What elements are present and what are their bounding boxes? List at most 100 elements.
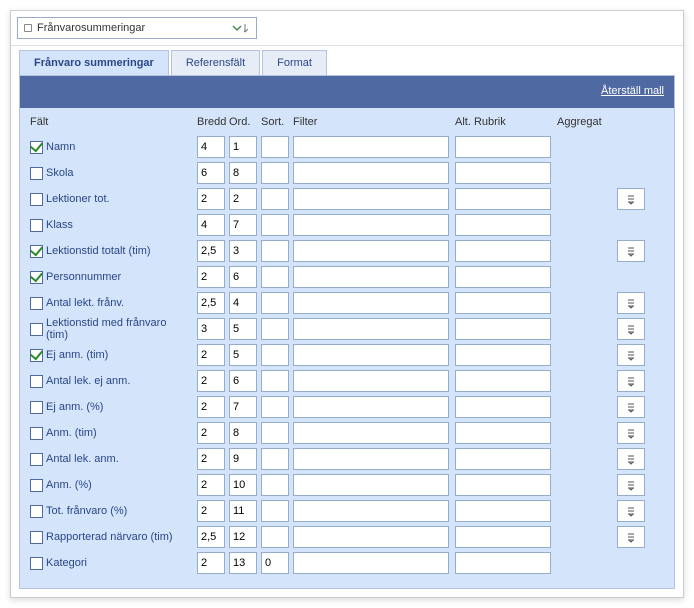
field-checkbox[interactable] [30, 505, 43, 518]
filter-input[interactable] [293, 552, 449, 574]
reset-template-link[interactable]: Återställ mall [601, 85, 664, 98]
alt-rubrik-input[interactable] [455, 448, 551, 470]
bredd-input[interactable] [197, 552, 225, 574]
ord-input[interactable] [229, 292, 257, 314]
alt-rubrik-input[interactable] [455, 474, 551, 496]
filter-input[interactable] [293, 448, 449, 470]
ord-input[interactable] [229, 240, 257, 262]
aggregate-select[interactable] [617, 292, 645, 314]
bredd-input[interactable] [197, 474, 225, 496]
field-checkbox[interactable] [30, 375, 43, 388]
bredd-input[interactable] [197, 448, 225, 470]
bredd-input[interactable] [197, 162, 225, 184]
aggregate-select[interactable] [617, 474, 645, 496]
sort-input[interactable] [261, 526, 289, 548]
filter-input[interactable] [293, 136, 449, 158]
bredd-input[interactable] [197, 422, 225, 444]
aggregate-select[interactable] [617, 240, 645, 262]
filter-input[interactable] [293, 396, 449, 418]
alt-rubrik-input[interactable] [455, 370, 551, 392]
tab-0[interactable]: Frånvaro summeringar [19, 50, 169, 75]
aggregate-select[interactable] [617, 526, 645, 548]
field-checkbox[interactable] [30, 401, 43, 414]
sort-input[interactable] [261, 292, 289, 314]
sort-input[interactable] [261, 188, 289, 210]
sort-input[interactable] [261, 500, 289, 522]
bredd-input[interactable] [197, 136, 225, 158]
alt-rubrik-input[interactable] [455, 422, 551, 444]
sort-input[interactable] [261, 344, 289, 366]
filter-input[interactable] [293, 344, 449, 366]
tab-1[interactable]: Referensfält [171, 50, 260, 75]
field-checkbox[interactable] [30, 167, 43, 180]
ord-input[interactable] [229, 136, 257, 158]
aggregate-select[interactable] [617, 500, 645, 522]
alt-rubrik-input[interactable] [455, 526, 551, 548]
bredd-input[interactable] [197, 214, 225, 236]
sort-input[interactable] [261, 266, 289, 288]
alt-rubrik-input[interactable] [455, 188, 551, 210]
ord-input[interactable] [229, 188, 257, 210]
sort-input[interactable] [261, 162, 289, 184]
ord-input[interactable] [229, 526, 257, 548]
alt-rubrik-input[interactable] [455, 500, 551, 522]
alt-rubrik-input[interactable] [455, 136, 551, 158]
filter-input[interactable] [293, 474, 449, 496]
alt-rubrik-input[interactable] [455, 162, 551, 184]
field-checkbox[interactable] [30, 271, 43, 284]
ord-input[interactable] [229, 214, 257, 236]
ord-input[interactable] [229, 396, 257, 418]
bredd-input[interactable] [197, 500, 225, 522]
field-checkbox[interactable] [30, 453, 43, 466]
tab-2[interactable]: Format [262, 50, 327, 75]
sort-input[interactable] [261, 370, 289, 392]
filter-input[interactable] [293, 188, 449, 210]
report-type-dropdown[interactable]: Frånvarosummeringar [17, 17, 257, 39]
filter-input[interactable] [293, 500, 449, 522]
bredd-input[interactable] [197, 240, 225, 262]
aggregate-select[interactable] [617, 370, 645, 392]
field-checkbox[interactable] [30, 427, 43, 440]
sort-input[interactable] [261, 474, 289, 496]
sort-input[interactable] [261, 214, 289, 236]
ord-input[interactable] [229, 422, 257, 444]
ord-input[interactable] [229, 500, 257, 522]
alt-rubrik-input[interactable] [455, 318, 551, 340]
sort-input[interactable] [261, 240, 289, 262]
ord-input[interactable] [229, 448, 257, 470]
filter-input[interactable] [293, 214, 449, 236]
alt-rubrik-input[interactable] [455, 240, 551, 262]
aggregate-select[interactable] [617, 396, 645, 418]
bredd-input[interactable] [197, 292, 225, 314]
ord-input[interactable] [229, 552, 257, 574]
aggregate-select[interactable] [617, 188, 645, 210]
ord-input[interactable] [229, 344, 257, 366]
field-checkbox[interactable] [30, 323, 43, 336]
ord-input[interactable] [229, 266, 257, 288]
field-checkbox[interactable] [30, 297, 43, 310]
aggregate-select[interactable] [617, 344, 645, 366]
alt-rubrik-input[interactable] [455, 266, 551, 288]
filter-input[interactable] [293, 526, 449, 548]
filter-input[interactable] [293, 266, 449, 288]
aggregate-select[interactable] [617, 448, 645, 470]
bredd-input[interactable] [197, 266, 225, 288]
sort-input[interactable] [261, 422, 289, 444]
field-checkbox[interactable] [30, 531, 43, 544]
field-checkbox[interactable] [30, 219, 43, 232]
ord-input[interactable] [229, 474, 257, 496]
bredd-input[interactable] [197, 526, 225, 548]
alt-rubrik-input[interactable] [455, 214, 551, 236]
alt-rubrik-input[interactable] [455, 344, 551, 366]
ord-input[interactable] [229, 370, 257, 392]
filter-input[interactable] [293, 370, 449, 392]
field-checkbox[interactable] [30, 193, 43, 206]
field-checkbox[interactable] [30, 557, 43, 570]
field-checkbox[interactable] [30, 141, 43, 154]
bredd-input[interactable] [197, 370, 225, 392]
aggregate-select[interactable] [617, 422, 645, 444]
alt-rubrik-input[interactable] [455, 292, 551, 314]
filter-input[interactable] [293, 240, 449, 262]
ord-input[interactable] [229, 162, 257, 184]
sort-input[interactable] [261, 396, 289, 418]
